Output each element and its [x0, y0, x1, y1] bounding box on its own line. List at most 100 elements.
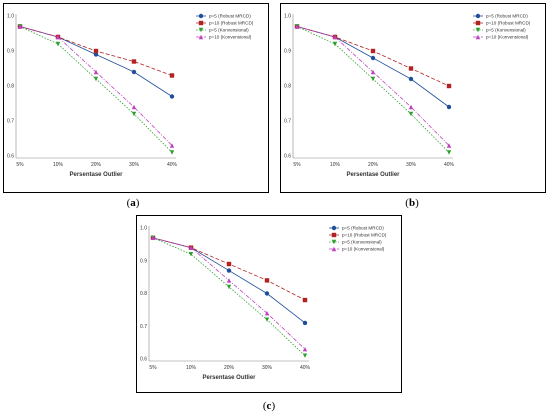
legend-entry: p=10 (Robust MRCD) — [486, 21, 531, 26]
caption-b: (b) — [405, 197, 419, 209]
legend-entry: p=5 (Robust MRCD) — [342, 226, 384, 231]
data-point — [93, 69, 99, 75]
data-point — [93, 76, 99, 82]
data-point — [302, 346, 308, 352]
data-point — [226, 268, 232, 273]
legend-marker — [475, 20, 481, 26]
legend-marker — [198, 34, 204, 40]
x-tick-label: 10% — [330, 162, 341, 168]
data-point — [169, 94, 175, 99]
x-axis-label: Persentase Outlier — [69, 172, 123, 178]
line-chart-a: 0.6 0.7 0.8 0.9 1.0 5% 10% 20% 30% 40% Persentase … — [7, 13, 254, 178]
x-tick-label: 30% — [129, 162, 140, 168]
x-tick-label: 5% — [293, 162, 301, 168]
data-point — [302, 320, 308, 326]
x-tick-label: 5% — [16, 162, 24, 168]
x-tick-label: 20% — [91, 162, 102, 168]
y-tick-label: 0.9 — [140, 258, 147, 264]
x-tick-label: 30% — [262, 365, 273, 371]
legend-marker — [475, 34, 481, 40]
data-point — [55, 41, 61, 47]
legend-entry: p=5 (Robust MRCD) — [486, 14, 528, 19]
data-point — [370, 48, 376, 54]
data-point — [131, 104, 137, 110]
x-tick-label: 30% — [406, 162, 417, 168]
data-point — [264, 317, 270, 322]
data-point — [332, 34, 338, 40]
legend-marker — [198, 27, 204, 33]
legend-entry: p=10 (Robust MRCD) — [209, 21, 254, 26]
data-point — [264, 291, 270, 296]
y-tick-label: 0.8 — [7, 84, 14, 90]
x-tick-label: 40% — [300, 365, 311, 371]
data-point — [226, 261, 232, 267]
legend-marker — [475, 13, 481, 19]
series-line-3 — [19, 26, 173, 153]
y-tick-label: 0.7 — [284, 119, 291, 125]
data-point — [408, 111, 414, 117]
y-tick-label: 0.6 — [284, 154, 291, 160]
data-point — [408, 66, 414, 71]
legend-entry: p=5 (Konvensional) — [486, 28, 526, 33]
data-point — [446, 150, 452, 155]
series-line-1 — [296, 26, 450, 108]
legend-marker — [198, 20, 204, 26]
data-point — [302, 297, 308, 303]
x-axis-label: Persentase Outlier — [202, 375, 256, 381]
y-tick-label: 0.8 — [140, 291, 147, 297]
series-line-3 — [296, 26, 450, 153]
data-point — [131, 111, 137, 117]
legend-entry: p=10 (Robust MRCD) — [342, 233, 387, 238]
x-tick-label: 20% — [368, 162, 379, 168]
y-tick-label: 0.9 — [284, 49, 291, 55]
data-point — [93, 52, 99, 57]
series-line-4 — [19, 26, 173, 146]
y-tick-label: 1.0 — [7, 14, 14, 20]
legend-entry: p=5 (Robust MRCD) — [209, 14, 251, 19]
legend-marker — [475, 27, 481, 33]
chart-panel-c: 0.6 0.7 0.8 0.9 1.0 5% 10% 20% 30% 40% Persentase … — [136, 215, 402, 393]
line-chart-b: 0.6 0.7 0.8 0.9 1.0 5% 10% 20% 30% 40% Persentase … — [284, 13, 531, 178]
data-point — [446, 104, 452, 110]
data-point — [169, 143, 175, 148]
data-point — [226, 284, 232, 290]
legend-marker — [331, 246, 337, 252]
legend-entry: p=5 (Konvensional) — [209, 28, 249, 33]
data-point — [446, 83, 452, 89]
data-point — [332, 41, 338, 47]
series-line-4 — [296, 26, 450, 146]
y-tick-label: 0.7 — [7, 119, 14, 125]
x-axis-label: Persentase Outlier — [346, 172, 400, 178]
data-point — [370, 69, 376, 75]
caption-a: (a) — [126, 197, 140, 209]
data-point — [188, 245, 194, 250]
chart-panel-a: 0.6 0.7 0.8 0.9 1.0 5% 10% 20% 30% 40% Persentase … — [3, 3, 269, 193]
x-tick-label: 20% — [224, 365, 235, 371]
chart-panel-b: 0.6 0.7 0.8 0.9 1.0 5% 10% 20% 30% 40% Persentase … — [280, 3, 546, 193]
legend-entry: p=10 (Konvensional) — [342, 247, 385, 252]
data-point — [408, 76, 414, 82]
legend-marker — [331, 232, 337, 238]
x-tick-label: 40% — [167, 162, 178, 168]
x-tick-label: 5% — [149, 365, 157, 371]
data-point — [150, 235, 156, 241]
x-tick-label: 40% — [444, 162, 455, 168]
data-point — [17, 24, 23, 29]
data-point — [169, 150, 175, 155]
legend-marker — [331, 239, 337, 245]
legend-marker — [198, 13, 204, 19]
series-line-3 — [152, 237, 306, 357]
y-tick-label: 1.0 — [284, 14, 291, 20]
x-tick-label: 10% — [186, 365, 197, 371]
y-tick-label: 0.7 — [140, 324, 147, 330]
legend-marker — [331, 225, 337, 231]
data-point — [264, 278, 270, 283]
y-tick-label: 1.0 — [140, 226, 147, 232]
x-tick-label: 10% — [53, 162, 64, 168]
data-point — [55, 34, 61, 40]
data-point — [188, 252, 194, 257]
data-point — [264, 310, 270, 316]
data-point — [294, 24, 300, 29]
y-tick-label: 0.6 — [7, 154, 14, 160]
data-point — [93, 48, 99, 54]
